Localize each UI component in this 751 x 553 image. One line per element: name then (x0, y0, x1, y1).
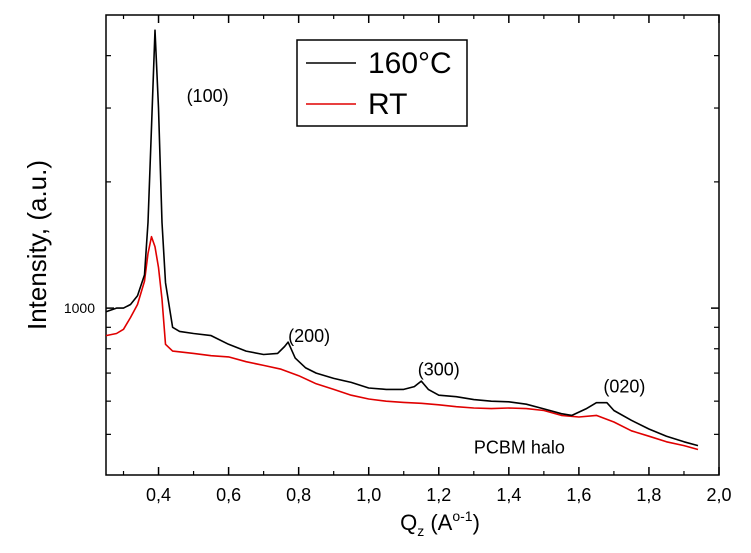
x-tick-label: 0,6 (216, 485, 241, 505)
x-axis-title-sup: o-1 (452, 508, 472, 524)
x-tick-label: 1,8 (636, 485, 661, 505)
legend-label-160c: 160°C (368, 47, 452, 80)
x-axis-title-close: ) (473, 510, 480, 535)
axis-ticks (106, 15, 720, 475)
x-tick-label: 1,6 (566, 485, 591, 505)
peak-annotation: (300) (418, 360, 460, 380)
peak-annotation: (020) (603, 376, 645, 396)
x-tick-label: 1,0 (356, 485, 381, 505)
peak-annotation: PCBM halo (474, 438, 565, 458)
series-line-rt (105, 235, 699, 451)
x-axis-title: Qz (Ao-1) (400, 508, 480, 539)
axis-tick-labels: 0,4 0,6 0,8 1,0 1,2 1,4 1,6 1,8 2,0 1000 (64, 300, 732, 505)
x-tick-label: 0,4 (146, 485, 171, 505)
peak-annotation: (100) (187, 86, 229, 106)
x-tick-label: 1,4 (496, 485, 521, 505)
legend: 160°C RT (296, 39, 468, 127)
peak-annotation: (200) (288, 326, 330, 346)
annotation-layer: (100) (200) (300) (020) PCBM halo (187, 86, 646, 457)
x-tick-label: 0,8 (286, 485, 311, 505)
series-layer (105, 29, 699, 451)
legend-box (296, 39, 468, 127)
series-line-160c (105, 29, 699, 447)
x-tick-label: 2,0 (706, 485, 731, 505)
y-tick-label: 1000 (64, 300, 95, 316)
x-axis-title-open: (A (424, 510, 452, 535)
x-axis-title-sub: z (417, 523, 424, 539)
y-axis-title: Intensity, (a.u.) (22, 160, 52, 330)
plot-frame (105, 14, 720, 476)
x-axis-title-main: Q (400, 510, 417, 535)
x-tick-label: 1,2 (426, 485, 451, 505)
legend-label-rt: RT (368, 88, 407, 121)
